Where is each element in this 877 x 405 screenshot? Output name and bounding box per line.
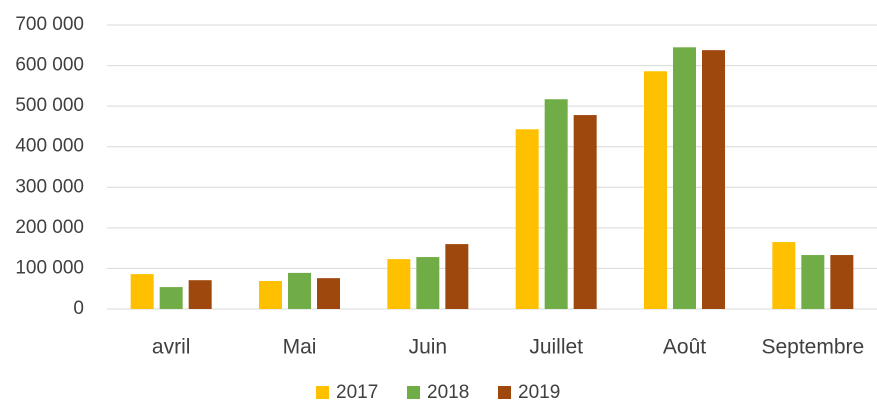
bar [702,50,725,309]
legend-swatch [407,386,420,399]
bar [259,281,282,309]
bar [772,242,796,309]
legend-label: 2019 [518,382,560,403]
y-tick-label: 700 000 [15,14,84,35]
bar [159,287,183,309]
x-tick-label: Mai [283,336,317,359]
y-tick-label: 200 000 [15,217,84,238]
y-tick-label: 0 [73,298,84,319]
y-tick-label: 500 000 [15,95,84,116]
bar [830,255,854,309]
bar [445,244,469,309]
x-tick-label: Juin [409,336,448,359]
bar [416,257,440,309]
y-tick-label: 600 000 [15,55,84,76]
bar [387,259,411,309]
bar [544,99,568,309]
legend-swatch [498,386,511,399]
legend-swatch [316,386,329,399]
bar [317,278,340,309]
bar [130,274,154,309]
y-tick-label: 400 000 [15,136,84,157]
legend-label: 2017 [336,382,378,403]
bar [673,47,696,310]
x-tick-label: Juillet [529,336,583,359]
bar [644,71,667,309]
y-tick-label: 300 000 [15,176,84,197]
legend-label: 2018 [427,382,469,403]
x-tick-label: avril [152,336,191,359]
bar [188,280,212,309]
bar [515,129,539,309]
bar [288,272,311,309]
x-tick-label: Septembre [761,336,864,359]
bar [801,255,825,309]
x-tick-label: Août [663,336,706,359]
y-tick-label: 100 000 [15,257,84,278]
bar [573,115,597,309]
